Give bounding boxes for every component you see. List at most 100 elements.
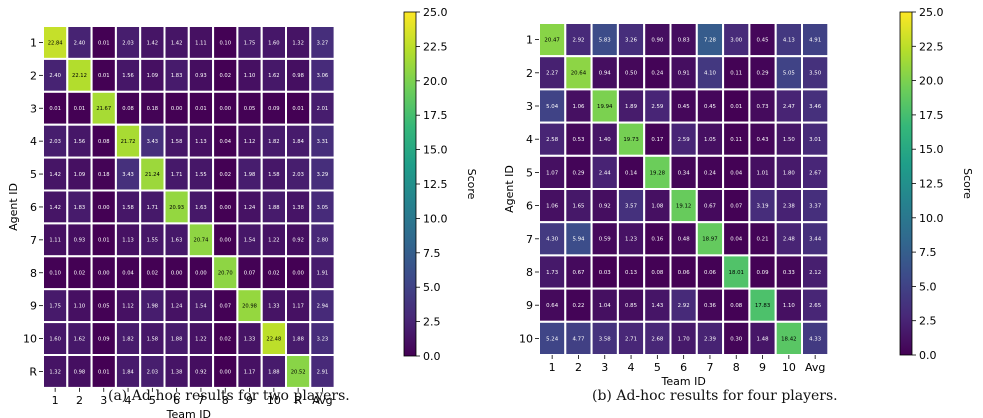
cell-value-label: 2.80 <box>317 238 329 244</box>
cell-value-label: 20.93 <box>169 205 184 211</box>
cell-value-label: 0.93 <box>195 73 207 79</box>
cell-value-label: 0.08 <box>730 303 743 309</box>
cell-value-label: 0.01 <box>98 40 110 46</box>
cell-value-label: 0.17 <box>651 137 663 143</box>
y-tick-label: 10 <box>23 333 37 346</box>
x-tick-label: 2 <box>575 361 582 374</box>
cell-value-label: 1.84 <box>292 139 304 145</box>
cell-value-label: 1.09 <box>147 73 159 79</box>
cell-value-label: 1.58 <box>171 139 183 145</box>
cell-value-label: 1.11 <box>49 238 61 244</box>
cell-value-label: 1.33 <box>268 303 280 309</box>
cell-value-label: 21.24 <box>145 172 161 178</box>
colorbar-tick-label: 12.5 <box>919 178 944 191</box>
colorbar-tick-label: 5.0 <box>919 280 937 293</box>
cell-value-label: 1.42 <box>171 40 183 46</box>
cell-value-label: 1.88 <box>268 205 280 211</box>
cell-value-label: 19.12 <box>676 203 691 209</box>
cell-value-label: 3.46 <box>809 104 822 110</box>
x-tick-label: 6 <box>680 361 687 374</box>
cell-value-label: 0.18 <box>147 106 159 112</box>
cell-value-label: 0.33 <box>783 270 795 276</box>
cell-value-label: 0.94 <box>599 71 612 77</box>
colorbar-tick-label: 25.0 <box>423 6 448 19</box>
cell-value-label: 5.24 <box>546 336 559 342</box>
cell-value-label: 2.59 <box>678 137 691 143</box>
cell-value-label: 1.43 <box>651 303 663 309</box>
cell-value-label: 4.10 <box>704 71 717 77</box>
x-axis-label: Team ID <box>661 375 706 388</box>
colorbar-label: Score <box>465 169 478 200</box>
cell-value-label: 1.71 <box>147 205 159 211</box>
cell-value-label: 1.88 <box>268 369 280 375</box>
cell-value-label: 1.12 <box>122 303 134 309</box>
cell-value-label: 2.68 <box>651 336 664 342</box>
y-axis-label: Agent ID <box>7 183 20 231</box>
cell-value-label: 2.03 <box>122 40 134 46</box>
cell-value-label: 0.92 <box>195 369 207 375</box>
cell-value-label: 3.26 <box>625 37 638 43</box>
colorbar-tick-label: 22.5 <box>423 40 448 53</box>
cell-value-label: 0.24 <box>651 71 664 77</box>
cell-value-label: 1.48 <box>757 336 770 342</box>
y-tick-label: 4 <box>30 135 37 148</box>
colorbar-tick-label: 25.0 <box>919 6 944 19</box>
cell-value-label: 1.98 <box>147 303 159 309</box>
colorbar-tick-label: 10.0 <box>423 212 448 225</box>
cell-value-label: 2.65 <box>809 303 821 309</box>
cell-value-label: 1.63 <box>195 205 207 211</box>
cell-value-label: 0.92 <box>599 203 611 209</box>
cell-value-label: 0.01 <box>98 369 110 375</box>
y-tick-label: 5 <box>30 168 37 181</box>
cell-value-label: 1.12 <box>244 139 256 145</box>
cell-value-label: 2.71 <box>625 336 637 342</box>
cell-value-label: 0.43 <box>757 137 769 143</box>
cell-value-label: 1.50 <box>783 137 796 143</box>
cell-value-label: 0.02 <box>219 73 231 79</box>
cell-value-label: 1.55 <box>147 238 159 244</box>
cell-value-label: 5.04 <box>546 104 559 110</box>
cell-value-label: 0.07 <box>730 203 742 209</box>
cell-value-label: 1.55 <box>195 172 207 178</box>
cell-value-label: 1.17 <box>292 303 304 309</box>
cell-value-label: 1.32 <box>49 369 61 375</box>
cell-value-label: 3.00 <box>730 37 743 43</box>
cell-value-label: 1.88 <box>292 336 304 342</box>
cell-value-label: 0.09 <box>268 106 280 112</box>
cell-value-label: 1.40 <box>599 137 612 143</box>
x-tick-label: 2 <box>76 394 83 407</box>
cell-value-label: 1.33 <box>244 336 256 342</box>
x-tick-label: 3 <box>601 361 608 374</box>
cell-value-label: 18.42 <box>781 336 796 342</box>
cell-value-label: 1.56 <box>74 139 86 145</box>
cell-value-label: 0.10 <box>49 271 61 277</box>
cell-value-label: 18.97 <box>702 237 717 243</box>
cell-value-label: 0.98 <box>74 369 86 375</box>
cell-value-label: 3.06 <box>317 73 329 79</box>
cell-value-label: 2.27 <box>546 71 558 77</box>
cell-value-label: 3.29 <box>317 172 329 178</box>
cell-value-label: 1.58 <box>147 336 159 342</box>
cell-value-label: 0.04 <box>219 139 231 145</box>
cell-value-label: 3.43 <box>122 172 134 178</box>
cell-value-label: 0.10 <box>219 40 231 46</box>
cell-value-label: 1.83 <box>171 73 183 79</box>
cell-value-label: 0.06 <box>704 270 717 276</box>
cell-value-label: 20.47 <box>544 37 559 43</box>
cell-value-label: 0.48 <box>678 237 691 243</box>
cell-value-label: 1.13 <box>195 139 207 145</box>
colorbar-tick-label: 10.0 <box>919 212 944 225</box>
cell-value-label: 0.29 <box>572 170 585 176</box>
cell-value-label: 0.02 <box>219 336 231 342</box>
cell-value-label: 21.67 <box>96 106 111 112</box>
cell-value-label: 0.08 <box>122 106 134 112</box>
cell-value-label: 0.03 <box>599 270 611 276</box>
y-tick-label: 1 <box>526 34 533 47</box>
y-tick-label: 9 <box>526 299 533 312</box>
cell-value-label: 19.73 <box>623 137 638 143</box>
colorbar-tick-label: 22.5 <box>919 40 944 53</box>
caption-four-players: (b) Ad-hoc results for four players. <box>592 388 838 404</box>
cell-value-label: 1.22 <box>195 336 207 342</box>
colorbar-1: 0.0 2.5 5.0 7.5 10.0 12.5 15.0 17.5 20.0 22.5 25.0… <box>404 6 478 363</box>
cell-value-label: 0.01 <box>98 238 110 244</box>
